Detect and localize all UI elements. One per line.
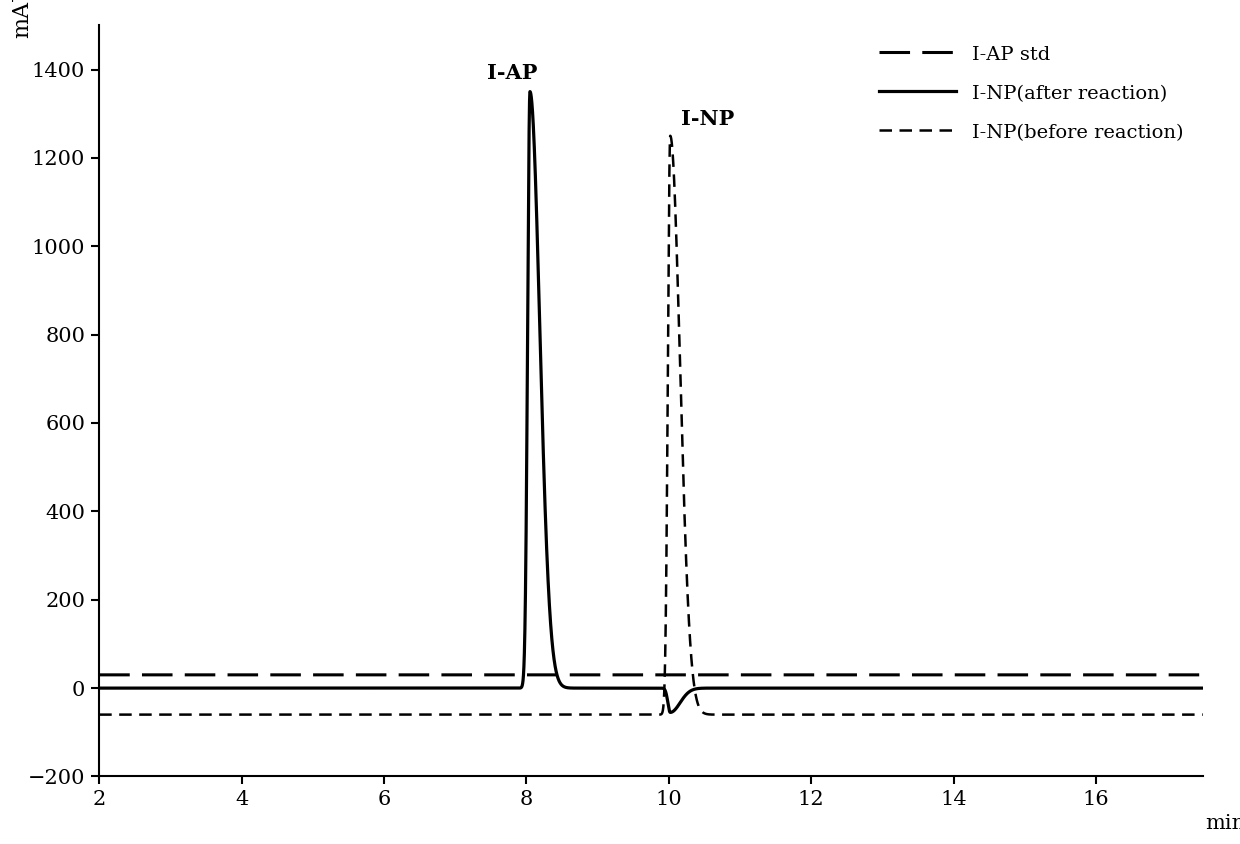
Legend: I-AP std, I-NP(after reaction), I-NP(before reaction): I-AP std, I-NP(after reaction), I-NP(bef… (869, 35, 1193, 151)
I-NP(after reaction) (663, 707, 678, 717)
Text: I-AP: I-AP (487, 62, 537, 83)
I-NP(before reaction) (157, 710, 172, 720)
I-AP std (631, 670, 646, 680)
I-NP(before reaction) (308, 710, 322, 720)
I-NP(after reaction) (1137, 683, 1152, 693)
I-NP(after reaction) (308, 683, 322, 693)
I-AP std (97, 670, 112, 680)
I-NP(after reaction) (138, 683, 153, 693)
X-axis label: min: min (1205, 814, 1240, 833)
I-AP std (157, 670, 172, 680)
I-AP std (1137, 670, 1152, 680)
I-NP(before reaction) (138, 710, 153, 720)
I-NP(after reaction) (97, 683, 112, 693)
I-AP std (1195, 670, 1210, 680)
I-NP(after reaction) (92, 683, 107, 693)
I-NP(before reaction) (1195, 710, 1210, 720)
I-NP(before reaction) (92, 710, 107, 720)
Text: I-NP: I-NP (681, 109, 734, 129)
Line: I-NP(after reaction): I-NP(after reaction) (99, 92, 1203, 712)
I-NP(before reaction) (1137, 710, 1152, 720)
I-AP std (138, 670, 153, 680)
I-AP std (308, 670, 322, 680)
I-NP(after reaction) (631, 683, 646, 693)
I-NP(before reaction) (663, 131, 678, 141)
I-AP std (92, 670, 107, 680)
I-NP(before reaction) (631, 710, 646, 720)
I-NP(after reaction) (157, 683, 172, 693)
I-NP(after reaction) (522, 87, 537, 97)
Y-axis label: mAU: mAU (11, 0, 33, 38)
Line: I-NP(before reaction): I-NP(before reaction) (99, 136, 1203, 715)
I-NP(after reaction) (1195, 683, 1210, 693)
I-NP(before reaction) (97, 710, 112, 720)
